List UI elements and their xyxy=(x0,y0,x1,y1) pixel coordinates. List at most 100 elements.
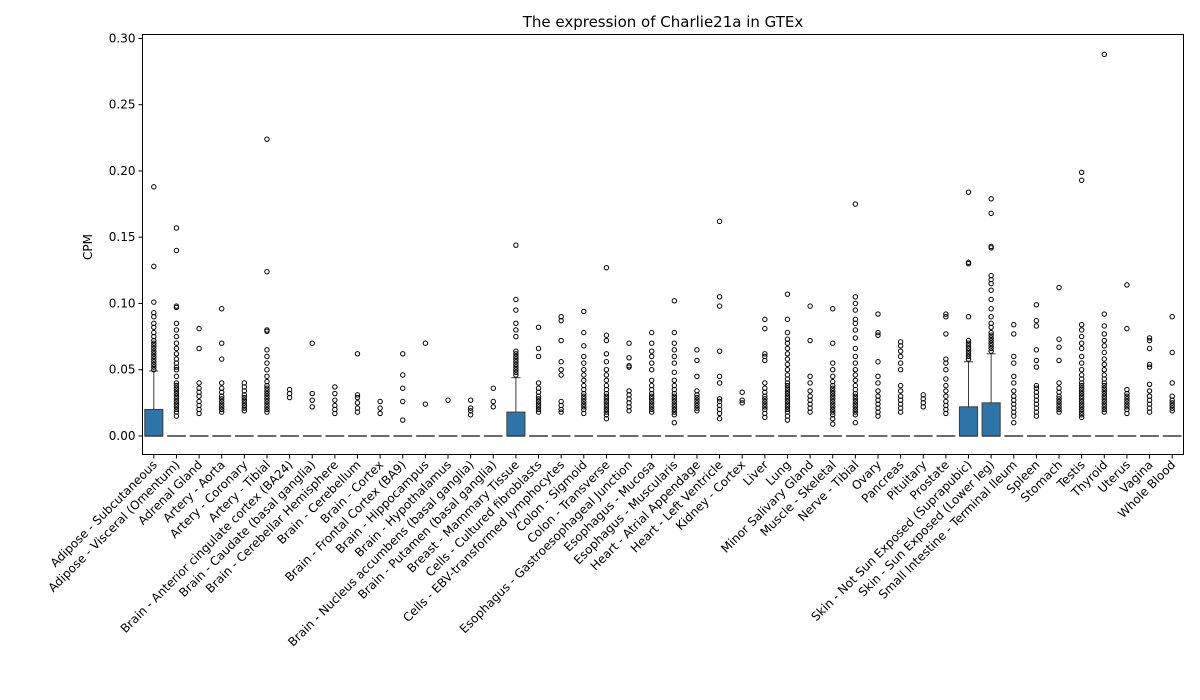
box-group xyxy=(461,397,481,437)
outlier-point xyxy=(513,369,519,376)
box-iqr xyxy=(144,408,164,437)
outlier-point xyxy=(671,393,678,399)
outlier-point xyxy=(581,404,587,410)
outlier-point xyxy=(603,372,610,378)
outlier-point xyxy=(241,380,248,386)
box-group xyxy=(528,324,549,437)
outlier-point xyxy=(173,390,180,397)
outlier-point xyxy=(1078,414,1085,421)
box-group xyxy=(1094,51,1114,437)
outlier-point xyxy=(1011,321,1017,328)
outlier-point xyxy=(535,353,542,360)
outlier-point xyxy=(1078,398,1085,405)
outlier-point xyxy=(1056,385,1062,391)
outlier-point xyxy=(1101,356,1107,362)
outlier-point xyxy=(852,335,859,341)
outlier-point xyxy=(648,398,655,405)
outlier-point xyxy=(943,311,949,317)
outlier-point xyxy=(784,388,791,394)
outlier-point xyxy=(694,388,700,394)
outlier-point xyxy=(513,307,519,313)
outlier-point xyxy=(897,393,904,399)
outlier-point xyxy=(648,353,655,360)
outlier-point xyxy=(581,329,587,336)
outlier-point xyxy=(354,351,361,357)
box-group xyxy=(574,308,594,437)
outlier-point xyxy=(151,299,157,305)
outlier-point xyxy=(648,393,655,399)
outlier-point xyxy=(1101,396,1107,402)
outlier-point xyxy=(1011,360,1017,366)
outlier-point xyxy=(603,393,610,399)
outlier-point xyxy=(513,359,519,365)
box-group xyxy=(981,196,1001,437)
outlier-point xyxy=(1078,327,1085,333)
outlier-point xyxy=(1124,282,1130,288)
box-group xyxy=(1140,335,1160,437)
outlier-point xyxy=(513,327,519,333)
outlier-point xyxy=(762,401,768,407)
outlier-point xyxy=(1101,409,1107,415)
outlier-point xyxy=(988,335,994,341)
outlier-point xyxy=(943,376,949,382)
outlier-point xyxy=(1124,404,1130,410)
outlier-point xyxy=(1078,340,1085,346)
outlier-point xyxy=(716,398,723,405)
box-group xyxy=(823,306,843,437)
outlier-point xyxy=(490,398,496,405)
outlier-point xyxy=(1124,325,1130,332)
outlier-point xyxy=(1078,396,1085,402)
outlier-point xyxy=(264,396,270,402)
box-group xyxy=(732,389,752,437)
outlier-point xyxy=(943,388,949,394)
outlier-point xyxy=(264,347,270,353)
outlier-point xyxy=(1033,323,1040,329)
outlier-point xyxy=(784,367,791,373)
outlier-point xyxy=(445,397,451,403)
outlier-point xyxy=(965,314,972,320)
outlier-point xyxy=(988,348,994,354)
outlier-point xyxy=(694,373,700,380)
outlier-point xyxy=(784,401,791,407)
outlier-point xyxy=(784,316,791,323)
outlier-point xyxy=(784,336,791,342)
outlier-point xyxy=(648,406,655,413)
outlier-point xyxy=(1101,372,1107,378)
outlier-point xyxy=(264,353,270,360)
outlier-point xyxy=(1078,404,1085,410)
outlier-point xyxy=(852,406,859,413)
outlier-point xyxy=(173,406,180,413)
outlier-point xyxy=(671,406,678,413)
outlier-point xyxy=(852,300,859,307)
outlier-point xyxy=(784,396,791,402)
outlier-point xyxy=(513,296,519,303)
outlier-point xyxy=(264,409,270,415)
box-group xyxy=(438,397,458,437)
outlier-point xyxy=(648,367,655,373)
outlier-point xyxy=(490,385,496,391)
outlier-point xyxy=(173,367,180,373)
outlier-point xyxy=(467,408,474,414)
outlier-point xyxy=(422,401,429,407)
outlier-point xyxy=(671,377,678,384)
box-group xyxy=(302,340,322,437)
outlier-point xyxy=(1124,398,1130,405)
box-iqr xyxy=(506,411,526,437)
outlier-point xyxy=(671,404,678,410)
outlier-point xyxy=(1078,406,1085,413)
outlier-point xyxy=(332,397,338,403)
box-group xyxy=(506,242,526,437)
outlier-point xyxy=(897,339,904,345)
outlier-point xyxy=(671,401,678,407)
outlier-point xyxy=(513,367,519,373)
outlier-point xyxy=(558,359,564,365)
outlier-point xyxy=(648,404,655,410)
outlier-point xyxy=(671,382,678,389)
outlier-point xyxy=(173,401,180,407)
box-group xyxy=(936,311,956,437)
outlier-point xyxy=(784,398,791,405)
outlier-point xyxy=(1011,353,1017,360)
outlier-point xyxy=(1146,364,1153,370)
outlier-point xyxy=(875,329,881,336)
